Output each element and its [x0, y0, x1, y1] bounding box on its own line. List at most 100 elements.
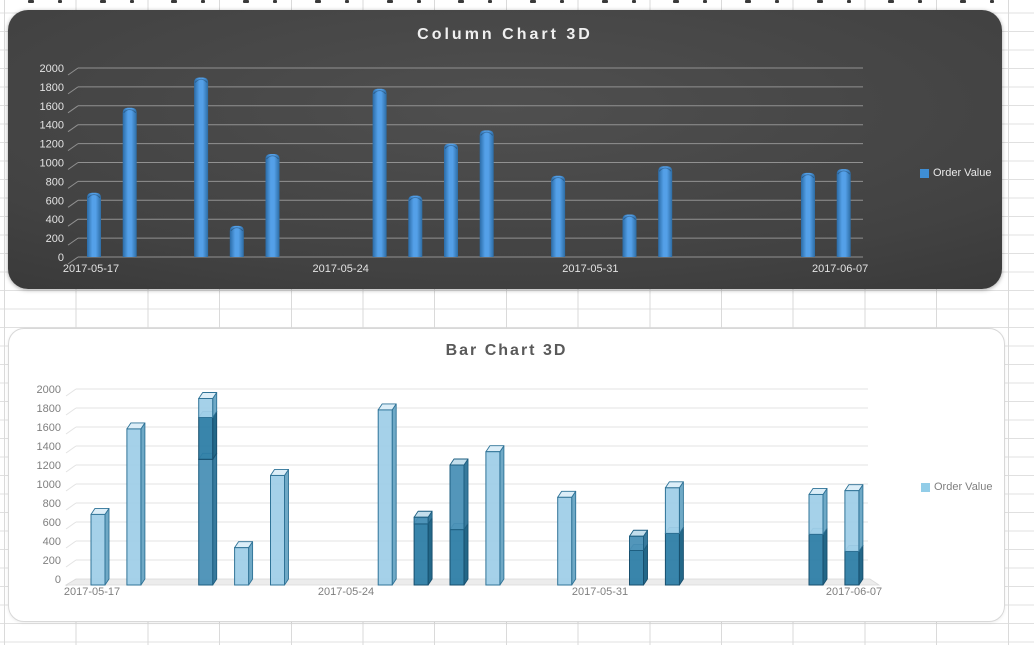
bar-segment-side — [212, 411, 218, 460]
cell-text-fragment — [129, 0, 134, 3]
bar-segment-side — [248, 541, 254, 586]
bar-segment[interactable] — [449, 464, 465, 531]
gridline-depth-tick — [65, 426, 77, 435]
bar-segment[interactable] — [844, 490, 860, 552]
legend-swatch-icon — [921, 482, 930, 492]
cell-text-fragment — [775, 0, 779, 3]
bar[interactable] — [801, 172, 815, 257]
y-tick-label: 1600 — [37, 422, 61, 434]
bar-segment[interactable] — [377, 409, 393, 586]
bar-segment[interactable] — [198, 458, 214, 586]
y-tick-label: 2000 — [37, 384, 61, 396]
gridline-depth-tick — [67, 143, 79, 152]
bar-segment[interactable] — [126, 428, 142, 586]
bar[interactable] — [229, 225, 244, 257]
bar-top-shading — [623, 215, 636, 220]
bar[interactable] — [551, 175, 566, 257]
cell-text-fragment — [28, 0, 34, 3]
gridline-depth-tick — [67, 124, 79, 133]
legend[interactable]: Order Value — [920, 167, 992, 179]
cell-text-fragment — [888, 0, 895, 3]
bar-segment[interactable] — [629, 550, 644, 586]
bar-segment[interactable] — [808, 493, 824, 535]
bar[interactable] — [194, 77, 209, 257]
gridline-depth-tick — [67, 162, 79, 170]
bar-top-shading — [266, 155, 279, 160]
bar-segment[interactable] — [234, 547, 250, 586]
bar[interactable] — [122, 107, 137, 257]
legend-label: Order Value — [934, 481, 993, 493]
x-tick-label: 2017-05-31 — [562, 263, 618, 275]
bar-top-shading — [87, 193, 101, 199]
y-tick-label: 2000 — [40, 63, 64, 75]
gridline-depth-tick — [67, 86, 79, 95]
bar[interactable] — [265, 153, 280, 257]
bar[interactable] — [408, 195, 423, 257]
bar-segment[interactable] — [198, 398, 214, 418]
gridline-depth-tick — [65, 407, 77, 416]
cell-text-fragment — [601, 0, 608, 3]
chart-title: Column Chart 3D — [417, 26, 593, 43]
bar-chart-3d-card[interactable]: Bar Chart 3D 0 200 400 600 800 1000 1200 1400 16… — [8, 328, 1005, 622]
bar-top-shading — [801, 174, 815, 179]
bar-segment-side — [643, 544, 648, 586]
bar-segment[interactable] — [198, 417, 214, 460]
x-tick-label: 2017-06-07 — [826, 586, 882, 598]
bar-segment-side — [212, 452, 218, 586]
bar-segment-side — [858, 544, 864, 586]
bar-segment-side — [858, 484, 864, 552]
y-tick-label: 600 — [43, 517, 61, 529]
x-tick-label: 2017-05-31 — [572, 586, 628, 598]
bar-segment[interactable] — [90, 513, 106, 586]
bar-top-shading — [837, 170, 851, 175]
bar-segment[interactable] — [844, 550, 860, 586]
bar-top-shading — [230, 227, 244, 232]
bar[interactable] — [658, 166, 673, 257]
bar-segment-side — [284, 468, 289, 586]
y-tick-label: 0 — [58, 252, 64, 264]
cell-text-fragment — [990, 0, 995, 3]
bar[interactable] — [836, 169, 851, 257]
bar-segment[interactable] — [664, 532, 680, 586]
bar[interactable] — [622, 214, 637, 257]
bar-segment[interactable] — [270, 474, 285, 586]
cell-text-fragment — [273, 0, 278, 3]
cell-text-fragment — [918, 0, 923, 3]
y-tick-label: 1800 — [40, 82, 64, 94]
bar-segment[interactable] — [485, 451, 501, 586]
gridline-depth-tick — [65, 559, 77, 568]
cell-text-fragment — [745, 0, 751, 3]
bar-segment[interactable] — [808, 533, 824, 586]
bar-segment[interactable] — [664, 487, 680, 534]
column-chart-3d-card[interactable]: Column Chart 3D 0 200 400 600 800 1000 1200 140… — [8, 10, 1002, 289]
y-tick-label: 0 — [55, 574, 61, 586]
gridline-depth-tick — [67, 218, 79, 227]
bar-segment[interactable] — [557, 496, 573, 586]
y-tick-label: 800 — [43, 498, 61, 510]
bar[interactable] — [479, 130, 494, 257]
cell-text-fragment — [488, 0, 493, 3]
bar-segment[interactable] — [629, 535, 644, 551]
cell-text-fragment — [201, 0, 206, 3]
bar-top-shading — [373, 90, 386, 95]
x-tick-label: 2017-05-17 — [63, 263, 119, 275]
bar[interactable] — [444, 143, 458, 257]
cell-text-fragment — [673, 0, 680, 3]
bar-segment-side — [391, 403, 397, 586]
bar-segment[interactable] — [449, 529, 465, 586]
gridline-depth-tick — [65, 388, 77, 397]
bar-segment[interactable] — [413, 523, 429, 586]
bar[interactable] — [87, 192, 101, 257]
y-tick-label: 600 — [46, 195, 64, 207]
cell-text-fragment — [703, 0, 708, 3]
gridline-depth-tick — [67, 105, 79, 114]
cell-text-fragment — [846, 0, 851, 3]
bar-segment[interactable] — [413, 516, 429, 525]
cell-text-fragment — [171, 0, 178, 3]
bar-segment-side — [678, 526, 684, 586]
cell-text-fragment — [458, 0, 465, 3]
gridline-depth-tick — [65, 502, 77, 511]
legend[interactable]: Order Value — [921, 481, 993, 493]
bar-segment-side — [822, 487, 828, 535]
bar[interactable] — [372, 88, 387, 257]
